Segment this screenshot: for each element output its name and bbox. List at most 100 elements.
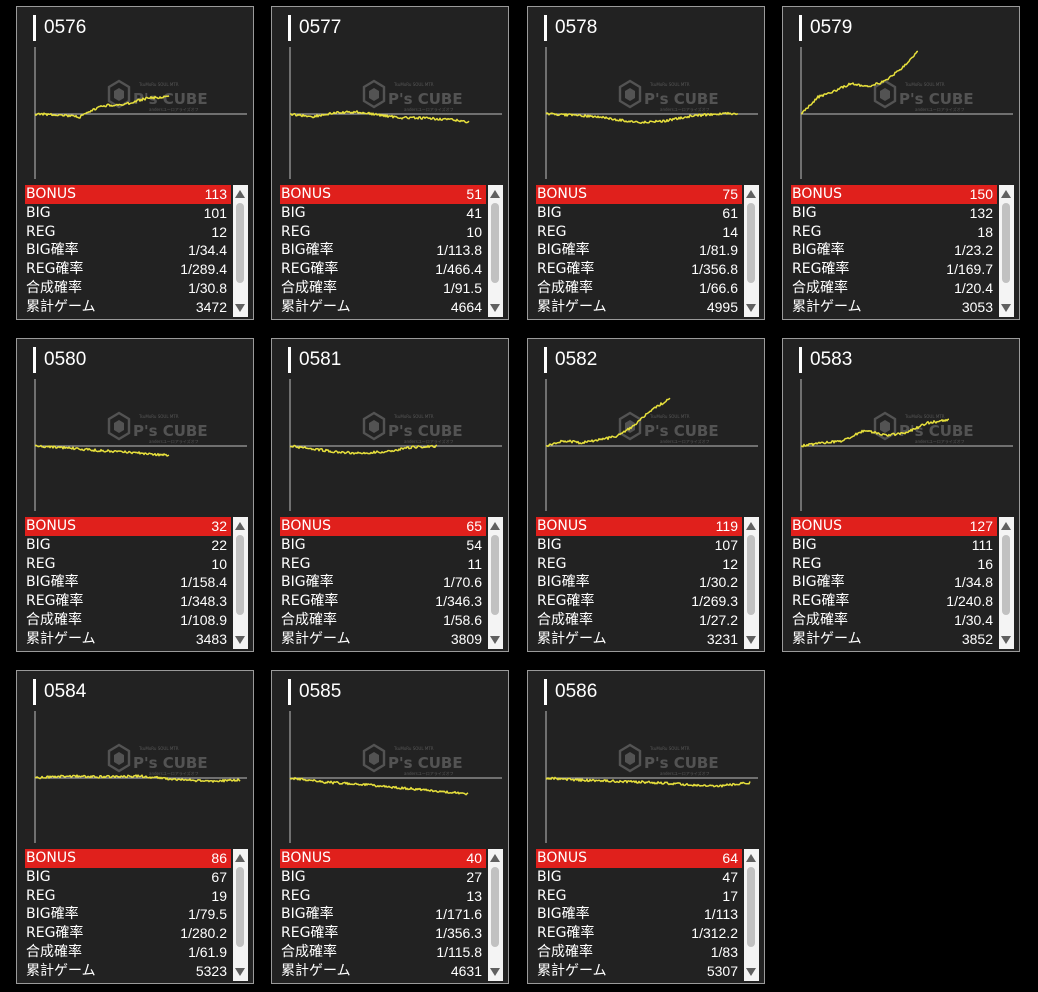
scrollbar-thumb[interactable] bbox=[236, 535, 244, 615]
stats-scrollbar[interactable] bbox=[233, 849, 248, 981]
scrollbar-thumb[interactable] bbox=[1002, 203, 1010, 283]
stats-list[interactable]: BONUS 65 BIG 54 REG 11 BIG確率 1/70.6 REG確率 1/346.3… bbox=[280, 517, 486, 649]
stats-scrollbar[interactable] bbox=[999, 517, 1014, 649]
triangle-up-icon[interactable] bbox=[746, 854, 756, 862]
scrollbar-thumb[interactable] bbox=[1002, 535, 1010, 615]
stats-scrollbar[interactable] bbox=[233, 185, 248, 317]
big-row-value: 54 bbox=[466, 536, 482, 553]
machine-card[interactable]: P's CUBE TsuMoRu SOUL MTR andersユーロアライズオフ 0… bbox=[271, 670, 509, 984]
total-games-row: 累計ゲーム 3472 bbox=[25, 298, 231, 317]
bonus-row: BONUS 65 bbox=[280, 517, 486, 536]
triangle-down-icon[interactable] bbox=[746, 636, 756, 644]
combined-rate-row: 合成確率 1/115.8 bbox=[280, 943, 486, 962]
machine-card[interactable]: P's CUBE TsuMoRu SOUL MTR andersユーロアライズオフ 0… bbox=[527, 670, 765, 984]
scrollbar-thumb[interactable] bbox=[236, 203, 244, 283]
stats-scrollbar[interactable] bbox=[488, 185, 503, 317]
stats-scrollbar[interactable] bbox=[999, 185, 1014, 317]
total-games-row-label: 累計ゲーム bbox=[281, 630, 351, 647]
stats-scrollbar[interactable] bbox=[744, 849, 759, 981]
stats-list[interactable]: BONUS 64 BIG 47 REG 17 BIG確率 1/113 REG確率 1/312.2 合… bbox=[536, 849, 742, 981]
scrollbar-thumb[interactable] bbox=[491, 535, 499, 615]
machine-card[interactable]: P's CUBE TsuMoRu SOUL MTR andersユーロアライズオフ 0… bbox=[16, 338, 254, 652]
scrollbar-thumb[interactable] bbox=[491, 867, 499, 947]
triangle-up-icon[interactable] bbox=[490, 854, 500, 862]
triangle-down-icon[interactable] bbox=[490, 636, 500, 644]
stats-scrollbar[interactable] bbox=[744, 185, 759, 317]
bonus-row-label: BONUS bbox=[26, 186, 76, 202]
stats-list[interactable]: BONUS 127 BIG 111 REG 16 BIG確率 1/34.8 REG確率 1/240… bbox=[791, 517, 997, 649]
stats-list[interactable]: BONUS 113 BIG 101 REG 12 BIG確率 1/34.4 REG確率 1/289… bbox=[25, 185, 231, 317]
triangle-down-icon[interactable] bbox=[235, 304, 245, 312]
stats-list[interactable]: BONUS 32 BIG 22 REG 10 BIG確率 1/158.4 REG確率 1/348.… bbox=[25, 517, 231, 649]
total-games-row-label: 累計ゲーム bbox=[537, 962, 607, 979]
total-games-row-value: 4664 bbox=[450, 298, 482, 315]
scrollbar-thumb[interactable] bbox=[747, 203, 755, 283]
big-row: BIG 27 bbox=[280, 868, 486, 887]
scrollbar-thumb[interactable] bbox=[236, 867, 244, 947]
machine-card[interactable]: P's CUBE TsuMoRu SOUL MTR andersユーロアライズオフ 0… bbox=[271, 6, 509, 320]
watermark: P's CUBE TsuMoRu SOUL MTR andersユーロアライズオフ bbox=[618, 411, 719, 444]
stats-list[interactable]: BONUS 86 BIG 67 REG 19 BIG確率 1/79.5 REG確率 1/280.2… bbox=[25, 849, 231, 981]
reg-rate-row: REG確率 1/348.3 bbox=[25, 592, 231, 611]
bonus-row-label: BONUS bbox=[281, 518, 331, 534]
stats-scrollbar[interactable] bbox=[488, 849, 503, 981]
machine-card[interactable]: P's CUBE TsuMoRu SOUL MTR andersユーロアライズオフ 0… bbox=[16, 670, 254, 984]
big-rate-row: BIG確率 1/113 bbox=[536, 905, 742, 924]
machine-card[interactable]: P's CUBE TsuMoRu SOUL MTR andersユーロアライズオフ 0… bbox=[271, 338, 509, 652]
machine-number: 0581 bbox=[288, 347, 341, 373]
trend-line bbox=[34, 95, 170, 119]
stats-list[interactable]: BONUS 119 BIG 107 REG 12 BIG確率 1/30.2 REG確率 1/269… bbox=[536, 517, 742, 649]
stats-scrollbar[interactable] bbox=[744, 517, 759, 649]
reg-row-value: 12 bbox=[722, 555, 738, 572]
stats-scrollbar[interactable] bbox=[233, 517, 248, 649]
triangle-up-icon[interactable] bbox=[1001, 190, 1011, 198]
stats-list[interactable]: BONUS 75 BIG 61 REG 14 BIG確率 1/81.9 REG確率 1/356.8… bbox=[536, 185, 742, 317]
bonus-row-value: 75 bbox=[722, 186, 738, 202]
machine-card[interactable]: P's CUBE TsuMoRu SOUL MTR andersユーロアライズオフ 0… bbox=[527, 338, 765, 652]
trend-line bbox=[545, 776, 751, 788]
combined-rate-row-value: 1/83 bbox=[710, 943, 738, 960]
triangle-down-icon[interactable] bbox=[235, 636, 245, 644]
triangle-down-icon[interactable] bbox=[490, 304, 500, 312]
reg-row: REG 11 bbox=[280, 555, 486, 574]
triangle-up-icon[interactable] bbox=[235, 190, 245, 198]
big-rate-row: BIG確率 1/158.4 bbox=[25, 573, 231, 592]
triangle-down-icon[interactable] bbox=[746, 304, 756, 312]
machine-card[interactable]: P's CUBE TsuMoRu SOUL MTR andersユーロアライズオフ 0… bbox=[782, 6, 1020, 320]
triangle-up-icon[interactable] bbox=[235, 522, 245, 530]
triangle-up-icon[interactable] bbox=[746, 190, 756, 198]
stats-scrollbar[interactable] bbox=[488, 517, 503, 649]
machine-card[interactable]: P's CUBE TsuMoRu SOUL MTR andersユーロアライズオフ 0… bbox=[16, 6, 254, 320]
machine-card[interactable]: P's CUBE TsuMoRu SOUL MTR andersユーロアライズオフ 0… bbox=[527, 6, 765, 320]
triangle-down-icon[interactable] bbox=[1001, 304, 1011, 312]
big-rate-row-label: BIG確率 bbox=[537, 574, 590, 591]
reg-rate-row-label: REG確率 bbox=[26, 925, 84, 942]
triangle-up-icon[interactable] bbox=[490, 522, 500, 530]
triangle-down-icon[interactable] bbox=[746, 968, 756, 976]
total-games-row-value: 3053 bbox=[961, 298, 993, 315]
machine-card[interactable]: P's CUBE TsuMoRu SOUL MTR andersユーロアライズオフ 0… bbox=[782, 338, 1020, 652]
scrollbar-thumb[interactable] bbox=[747, 535, 755, 615]
reg-row-value: 12 bbox=[211, 223, 227, 240]
scrollbar-thumb[interactable] bbox=[747, 867, 755, 947]
stats-list[interactable]: BONUS 150 BIG 132 REG 18 BIG確率 1/23.2 REG確率 1/169… bbox=[791, 185, 997, 317]
reg-rate-row-label: REG確率 bbox=[537, 593, 595, 610]
triangle-down-icon[interactable] bbox=[490, 968, 500, 976]
bonus-row: BONUS 64 bbox=[536, 849, 742, 868]
triangle-up-icon[interactable] bbox=[235, 854, 245, 862]
trend-line bbox=[800, 50, 918, 115]
reg-row: REG 17 bbox=[536, 887, 742, 906]
triangle-down-icon[interactable] bbox=[1001, 636, 1011, 644]
machine-number: 0586 bbox=[544, 679, 597, 705]
watermark-tagline-bottom: andersユーロアライズオフ bbox=[149, 106, 199, 112]
total-games-row-label: 累計ゲーム bbox=[26, 298, 96, 315]
triangle-down-icon[interactable] bbox=[235, 968, 245, 976]
triangle-up-icon[interactable] bbox=[490, 190, 500, 198]
triangle-up-icon[interactable] bbox=[746, 522, 756, 530]
scrollbar-thumb[interactable] bbox=[491, 203, 499, 283]
reg-row-value: 18 bbox=[977, 223, 993, 240]
machine-number: 0585 bbox=[288, 679, 341, 705]
stats-list[interactable]: BONUS 40 BIG 27 REG 13 BIG確率 1/171.6 REG確率 1/356.… bbox=[280, 849, 486, 981]
triangle-up-icon[interactable] bbox=[1001, 522, 1011, 530]
stats-list[interactable]: BONUS 51 BIG 41 REG 10 BIG確率 1/113.8 REG確率 1/466.… bbox=[280, 185, 486, 317]
